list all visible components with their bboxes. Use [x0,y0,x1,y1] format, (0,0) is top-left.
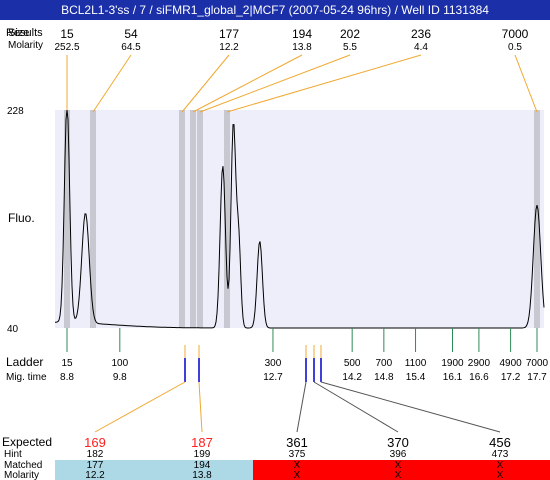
ladder-migtime-label: 15.4 [406,372,426,383]
expected-connector [320,381,501,433]
peak-connector [226,54,422,113]
peak-connector [192,54,303,113]
ladder-migtime-label: 14.8 [374,372,394,383]
peak-band [224,110,230,328]
ladder-migtime-label: 9.8 [113,372,127,383]
peak-connector [92,54,132,113]
expected-size-label: 456 [489,435,511,450]
matched-molarity-label: X [294,470,301,480]
matched-label: X [294,460,301,471]
ladder-size-label: 1100 [405,358,427,369]
row-label-migtime: Mig. time [6,372,47,383]
matched-bg [55,460,253,480]
expected-connector [94,381,186,433]
peak-molarity-label: 252.5 [54,42,79,53]
peak-size-label: 7000 [502,27,529,41]
ladder-size-label: 700 [376,358,393,369]
expected-connector [296,381,307,433]
matched-molarity-label: X [395,470,402,480]
peak-molarity-label: 4.4 [414,42,428,53]
hint-label: 473 [492,449,509,460]
ladder-migtime-label: 16.1 [443,372,463,383]
ladder-migtime-label: 17.2 [501,372,521,383]
peak-molarity-label: 12.2 [219,42,239,53]
ladder-size-label: 7000 [526,358,549,369]
hint-label: 396 [390,449,407,460]
peak-size-label: 177 [219,27,239,41]
ladder-migtime-label: 16.6 [469,372,489,383]
matched-label: X [395,460,402,471]
matched-molarity-label: 13.8 [192,470,212,480]
peak-size-label: 194 [292,27,312,41]
expected-size-label: 187 [191,435,213,450]
peak-molarity-label: 13.8 [292,42,312,53]
peak-size-label: 236 [411,27,431,41]
peak-connector [514,54,538,113]
peak-connector [181,54,230,113]
ladder-migtime-label: 17.7 [527,372,547,383]
y-tick-top: 228 [7,106,24,117]
ladder-migtime-label: 12.7 [263,372,283,383]
hint-label: 182 [87,449,104,460]
plot-area [55,110,544,328]
peak-band [190,110,196,328]
ladder-size-label: 300 [265,358,282,369]
unmatched-bg [253,460,550,480]
matched-label: 194 [194,460,211,471]
ladder-migtime-label: 8.8 [60,372,74,383]
row-label-ladder: Ladder [6,355,43,369]
expected-size-label: 169 [84,435,106,450]
peak-molarity-label: 5.5 [343,42,357,53]
row-label-matched: Matched [4,460,42,471]
hint-label: 375 [289,449,306,460]
ladder-size-label: 2900 [468,358,491,369]
peak-band [90,110,96,328]
ladder-size-label: 500 [344,358,361,369]
y-axis-label: Fluo. [8,211,35,225]
peak-band [64,110,70,328]
peak-size-label: 54 [124,27,138,41]
row-label-hint: Hint [4,449,22,460]
ladder-size-label: 4900 [499,358,522,369]
ladder-size-label: 100 [111,358,128,369]
expected-connector [313,381,399,433]
peak-molarity-label: 0.5 [508,42,522,53]
fluorescence-trace [55,109,545,329]
ladder-size-label: 15 [61,358,73,369]
ladder-size-label: 1900 [441,358,464,369]
row-label-molarity: Molarity [8,40,43,51]
peak-band [534,110,540,328]
expected-size-label: 361 [286,435,308,450]
matched-label: X [497,460,504,471]
peak-molarity-label: 64.5 [121,42,141,53]
hint-label: 199 [194,449,211,460]
peak-size-label: 202 [340,27,360,41]
matched-molarity-label: 12.2 [85,470,105,480]
y-tick-bottom: 40 [7,324,19,335]
row-label-molarity-bottom: Molarity [4,470,39,480]
peak-band [197,110,203,328]
matched-molarity-label: X [497,470,504,480]
row-label-results: Results [6,27,43,39]
chart-title: BCL2L1-3'ss / 7 / siFMR1_global_2|MCF7 (… [0,0,550,20]
expected-size-label: 370 [387,435,409,450]
matched-label: 177 [87,460,104,471]
peak-connector [199,54,351,113]
row-label-size: Size [8,27,29,39]
expected-connector [198,381,203,433]
row-label-expected: Expected [2,435,52,449]
ladder-migtime-label: 14.2 [342,372,362,383]
peak-size-label: 15 [60,27,74,41]
peak-band [179,110,185,328]
